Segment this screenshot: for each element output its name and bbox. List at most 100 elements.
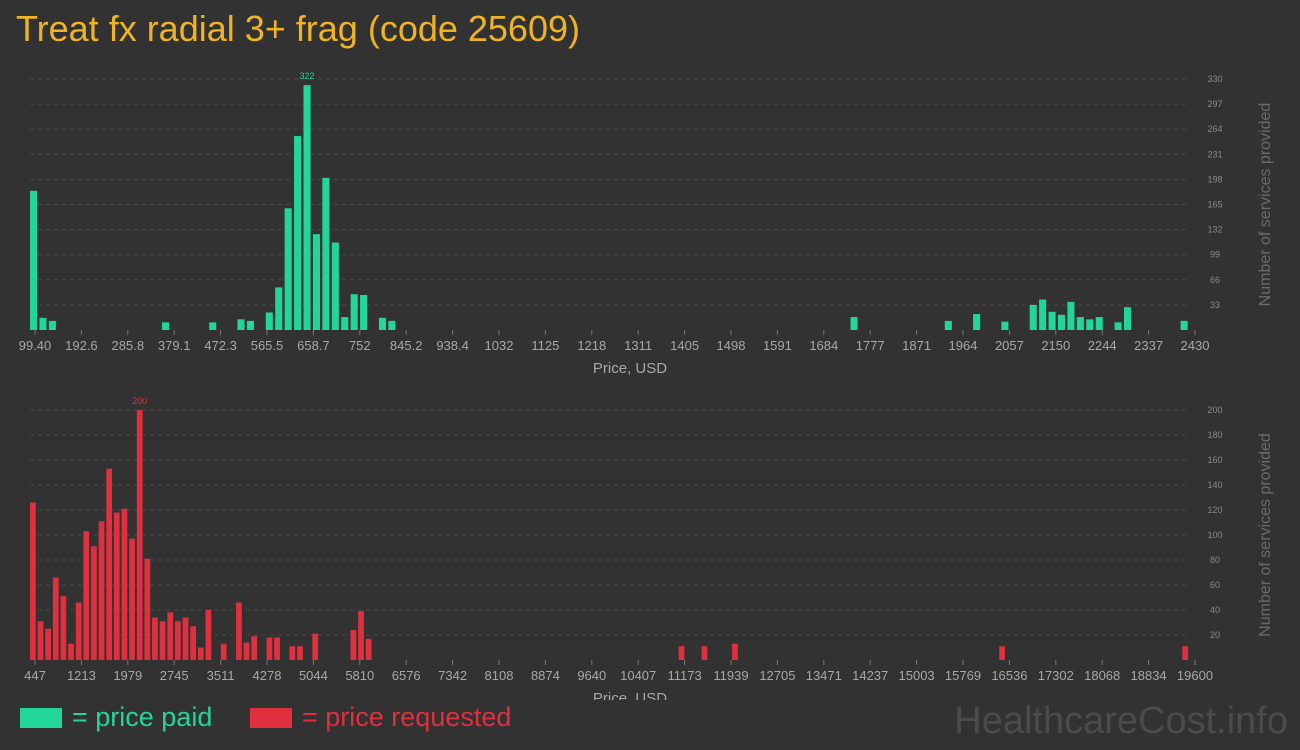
x-tick-label: 16536 [991,668,1027,683]
bar [83,531,90,660]
watermark: HealthcareCost.info [954,700,1288,742]
x-tick-label: 938.4 [436,338,469,353]
chart-price-requested: 20 40 60 80 100 120 140 160 180 200 200 447 1213 1979… [24,396,1274,700]
x-tick-label: 1032 [485,338,514,353]
x-tick-label: 1591 [763,338,792,353]
y-tick-label: 140 [1207,480,1222,490]
y-tick-label: 264 [1207,124,1222,134]
bar [98,521,105,660]
legend-swatch-requested [250,707,292,728]
x-tick-label: 1871 [902,338,931,353]
bar [30,502,36,660]
y-axis-label: Number of services provided [1257,433,1274,637]
bar [30,190,38,330]
page-title: Treat fx radial 3+ frag (code 25609) [16,8,580,49]
legend-price-requested: = price requested [250,702,511,733]
bar [152,617,158,660]
x-tick-label: 4278 [253,668,282,683]
bar [182,617,189,660]
bar [297,646,303,660]
bar [1095,317,1103,330]
bar [1086,319,1094,330]
x-tick-label: 18068 [1084,668,1120,683]
bar [266,637,273,660]
x-tick-label: 5810 [345,668,374,683]
bar [944,320,952,330]
bar [999,646,1005,660]
x-tick-label: 1405 [670,338,699,353]
y-tick-label: 165 [1207,200,1222,210]
bar [294,136,302,330]
bar [1180,320,1188,330]
x-tick-label: 285.8 [112,338,145,353]
y-tick-label: 60 [1210,580,1220,590]
bar [365,638,372,660]
bar [162,322,170,330]
bar [1029,304,1037,330]
legend-swatch-paid [20,707,62,728]
y-tick-label: 160 [1207,455,1222,465]
bar [243,642,250,660]
bar [360,295,368,330]
x-axis-label: Price, USD [593,690,667,700]
x-tick-label: 2150 [1041,338,1070,353]
x-tick-label: 17302 [1038,668,1074,683]
y-axis-label: Number of services provided [1257,103,1274,307]
y-tick-label: 120 [1207,505,1222,515]
bar [175,621,181,660]
peak-value-label: 200 [132,396,147,406]
x-tick-label: 7342 [438,668,467,683]
x-tick-label: 658.7 [297,338,330,353]
bar [312,633,319,660]
bar [1001,321,1009,330]
legend-label-paid: = price paid [72,702,213,732]
bar [973,314,981,330]
chart-price-paid: 33 66 99 132 165 198 231 264 297 330 322 99.40 192.6… [19,71,1274,377]
x-tick-label: 6576 [392,668,421,683]
y-tick-label: 198 [1207,174,1222,184]
bar [701,646,708,660]
bar [197,647,204,660]
bar [45,628,51,660]
bar [1048,311,1056,330]
bar [60,596,67,660]
bar [113,512,120,660]
x-tick-label: 472.3 [204,338,237,353]
x-tick-label: 2430 [1181,338,1210,353]
bar [136,410,143,660]
bar [358,611,364,660]
x-tick-label: 1125 [531,338,559,353]
bar [732,643,738,660]
bar [220,643,227,660]
y-tick-label: 231 [1207,149,1222,159]
y-tick-label: 100 [1207,530,1222,540]
bar [1123,307,1132,330]
x-tick-label: 2337 [1134,338,1163,353]
x-tick-label: 379.1 [158,338,191,353]
x-tick-label: 5044 [299,668,328,683]
y-tick-label: 297 [1207,99,1222,109]
legend-label-requested: = price requested [302,702,512,732]
legend-price-paid: = price paid [20,702,212,733]
bar [159,621,166,660]
bar [91,546,97,660]
bar [52,577,59,660]
bar [275,287,283,330]
x-tick-label: 8108 [485,668,514,683]
bar [39,317,47,330]
bar [144,558,151,660]
x-tick-label: 11939 [713,668,748,683]
y-tick-label: 80 [1210,555,1220,565]
bar [850,317,858,330]
bar [1057,314,1066,330]
bar [1039,299,1047,330]
x-tick-label: 8874 [531,668,560,683]
x-tick-label: 3511 [207,668,235,683]
bar [209,322,217,330]
x-tick-label: 18834 [1131,668,1167,683]
y-tick-label: 180 [1207,430,1222,440]
x-tick-label: 2244 [1088,338,1117,353]
bar [68,643,74,660]
bar [205,610,212,660]
x-tick-label: 14237 [852,668,888,683]
